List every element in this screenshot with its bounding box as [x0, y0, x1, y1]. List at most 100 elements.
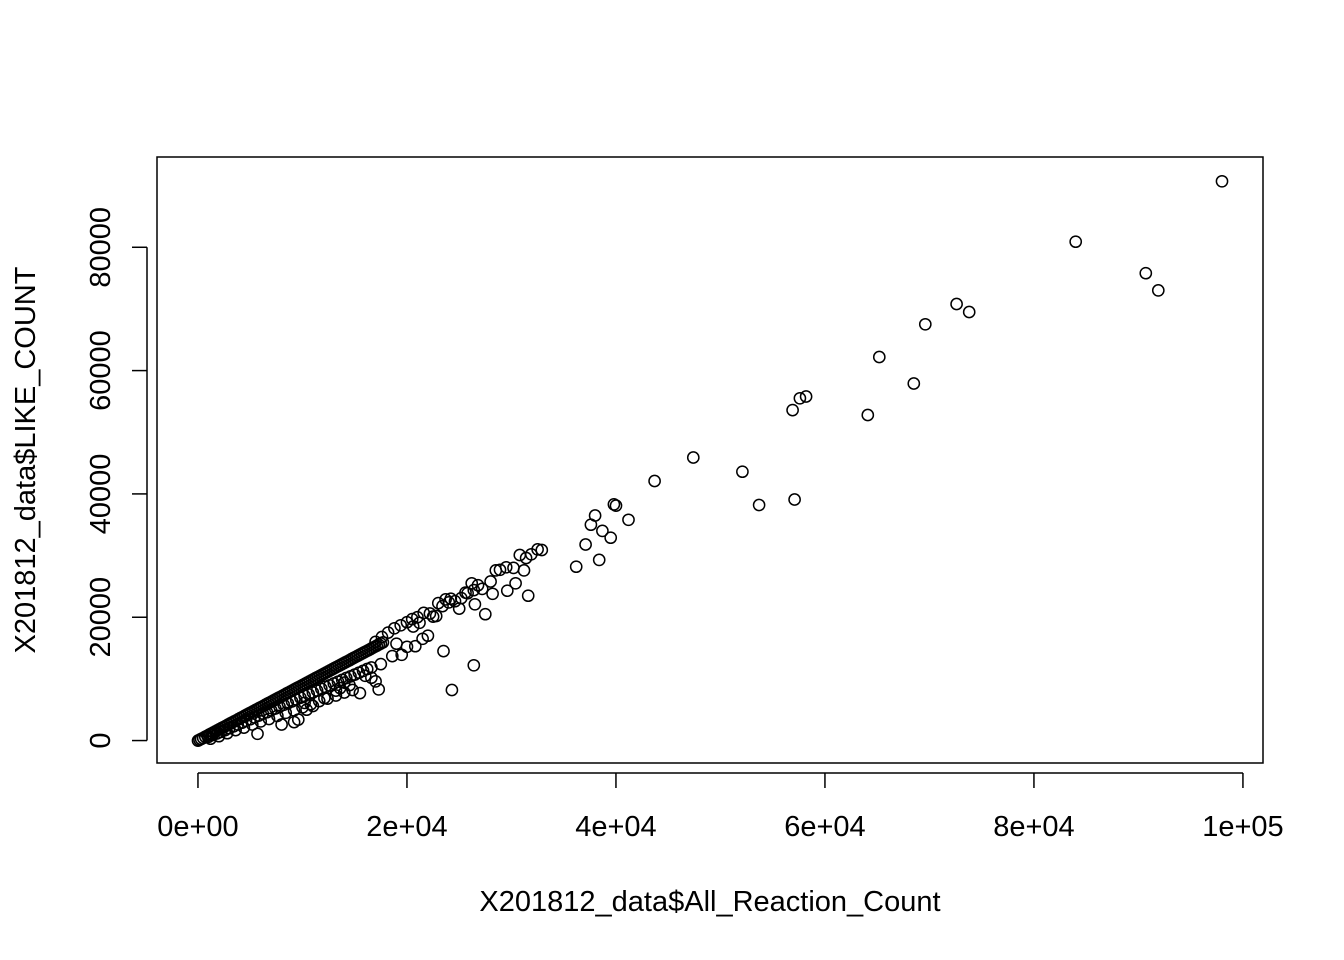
data-point [365, 671, 378, 685]
data-point [1139, 266, 1153, 280]
y-axis: 0 20000 40000 60000 80000 [85, 207, 148, 749]
data-point [736, 465, 749, 479]
y-tick-label: 60000 [85, 330, 117, 411]
data-point [431, 596, 445, 610]
data-point [388, 621, 401, 635]
data-point [400, 640, 414, 654]
data-point [475, 582, 489, 596]
data-point [376, 636, 390, 649]
data-point [861, 408, 875, 422]
data-point [535, 543, 549, 557]
x-tick-label: 8e+04 [993, 811, 1074, 843]
x-tick-label: 0e+00 [157, 811, 238, 843]
data-point [343, 678, 356, 692]
data-point [318, 691, 331, 705]
data-point [918, 317, 932, 331]
data-point [369, 675, 382, 688]
data-point [579, 538, 592, 551]
data-point [374, 657, 388, 671]
data-point [408, 639, 422, 653]
data-point [439, 593, 452, 606]
data-point [604, 531, 618, 545]
data-point [569, 560, 583, 574]
x-axis: 0e+00 2e+04 4e+04 6e+04 8e+04 1e+05 [157, 772, 1284, 843]
data-point [478, 607, 492, 621]
data-point [596, 524, 609, 538]
data-point [521, 589, 535, 603]
data-point [291, 713, 305, 726]
data-point [444, 592, 458, 606]
plot-box [156, 156, 1264, 764]
data-point [245, 718, 259, 731]
data-point [500, 584, 514, 598]
data-point [468, 597, 482, 611]
y-tick-label: 0 [85, 733, 117, 749]
data-point [390, 637, 403, 651]
data-point [648, 474, 661, 488]
data-point [394, 618, 408, 632]
data-point [622, 513, 635, 527]
data-point [385, 649, 399, 663]
data-point [421, 629, 435, 643]
data-point [793, 391, 807, 405]
y-axis-label: X201812_data$LIKE_COUNT [10, 266, 42, 653]
data-point [353, 686, 367, 700]
x-tick-label: 4e+04 [575, 811, 656, 843]
data-point [329, 689, 343, 702]
data-point [1069, 235, 1083, 249]
data-point [229, 723, 242, 737]
data-point [358, 669, 372, 683]
data-point [423, 607, 437, 620]
data-point [306, 699, 320, 713]
data-point [251, 727, 264, 741]
data-point [452, 602, 466, 615]
data-point [262, 712, 276, 726]
data-point [405, 612, 419, 626]
x-tick-label: 2e+04 [366, 811, 447, 843]
data-point [788, 493, 801, 506]
data-point [686, 451, 700, 464]
x-tick-label: 1e+05 [1202, 811, 1283, 843]
data-point [592, 553, 606, 567]
data-point [413, 616, 426, 630]
data-point [237, 721, 251, 734]
data-point [212, 729, 226, 743]
data-point [499, 560, 513, 574]
data-point [381, 626, 395, 639]
data-point [437, 644, 450, 658]
data-point [471, 578, 485, 592]
data-point [204, 732, 217, 746]
data-point [531, 543, 544, 556]
data-point [517, 564, 531, 577]
x-tick-label: 6e+04 [784, 811, 865, 843]
data-point [467, 658, 481, 672]
data-point [275, 718, 288, 731]
data-point [493, 563, 507, 577]
data-point [254, 715, 268, 728]
y-tick-label: 80000 [85, 207, 117, 288]
data-point [1215, 174, 1229, 188]
data-point [426, 610, 440, 623]
data-point [588, 509, 602, 522]
data-point [372, 683, 386, 696]
data-point [1151, 284, 1165, 297]
data-point [486, 587, 499, 601]
data-point [786, 403, 799, 417]
data-point [872, 350, 886, 364]
data-point [465, 576, 479, 590]
data-point [279, 706, 293, 720]
data-point [445, 683, 459, 697]
data-point [300, 703, 313, 717]
data-point [950, 297, 963, 311]
x-axis-label: X201812_data$All_Reaction_Count [479, 886, 940, 918]
data-point [459, 586, 472, 599]
data-point [507, 561, 520, 575]
data-points [191, 174, 1229, 747]
data-point [907, 377, 921, 390]
data-point [406, 620, 420, 633]
data-point [799, 390, 813, 403]
data-point [513, 548, 527, 562]
data-point [609, 499, 623, 512]
data-point [484, 575, 497, 588]
